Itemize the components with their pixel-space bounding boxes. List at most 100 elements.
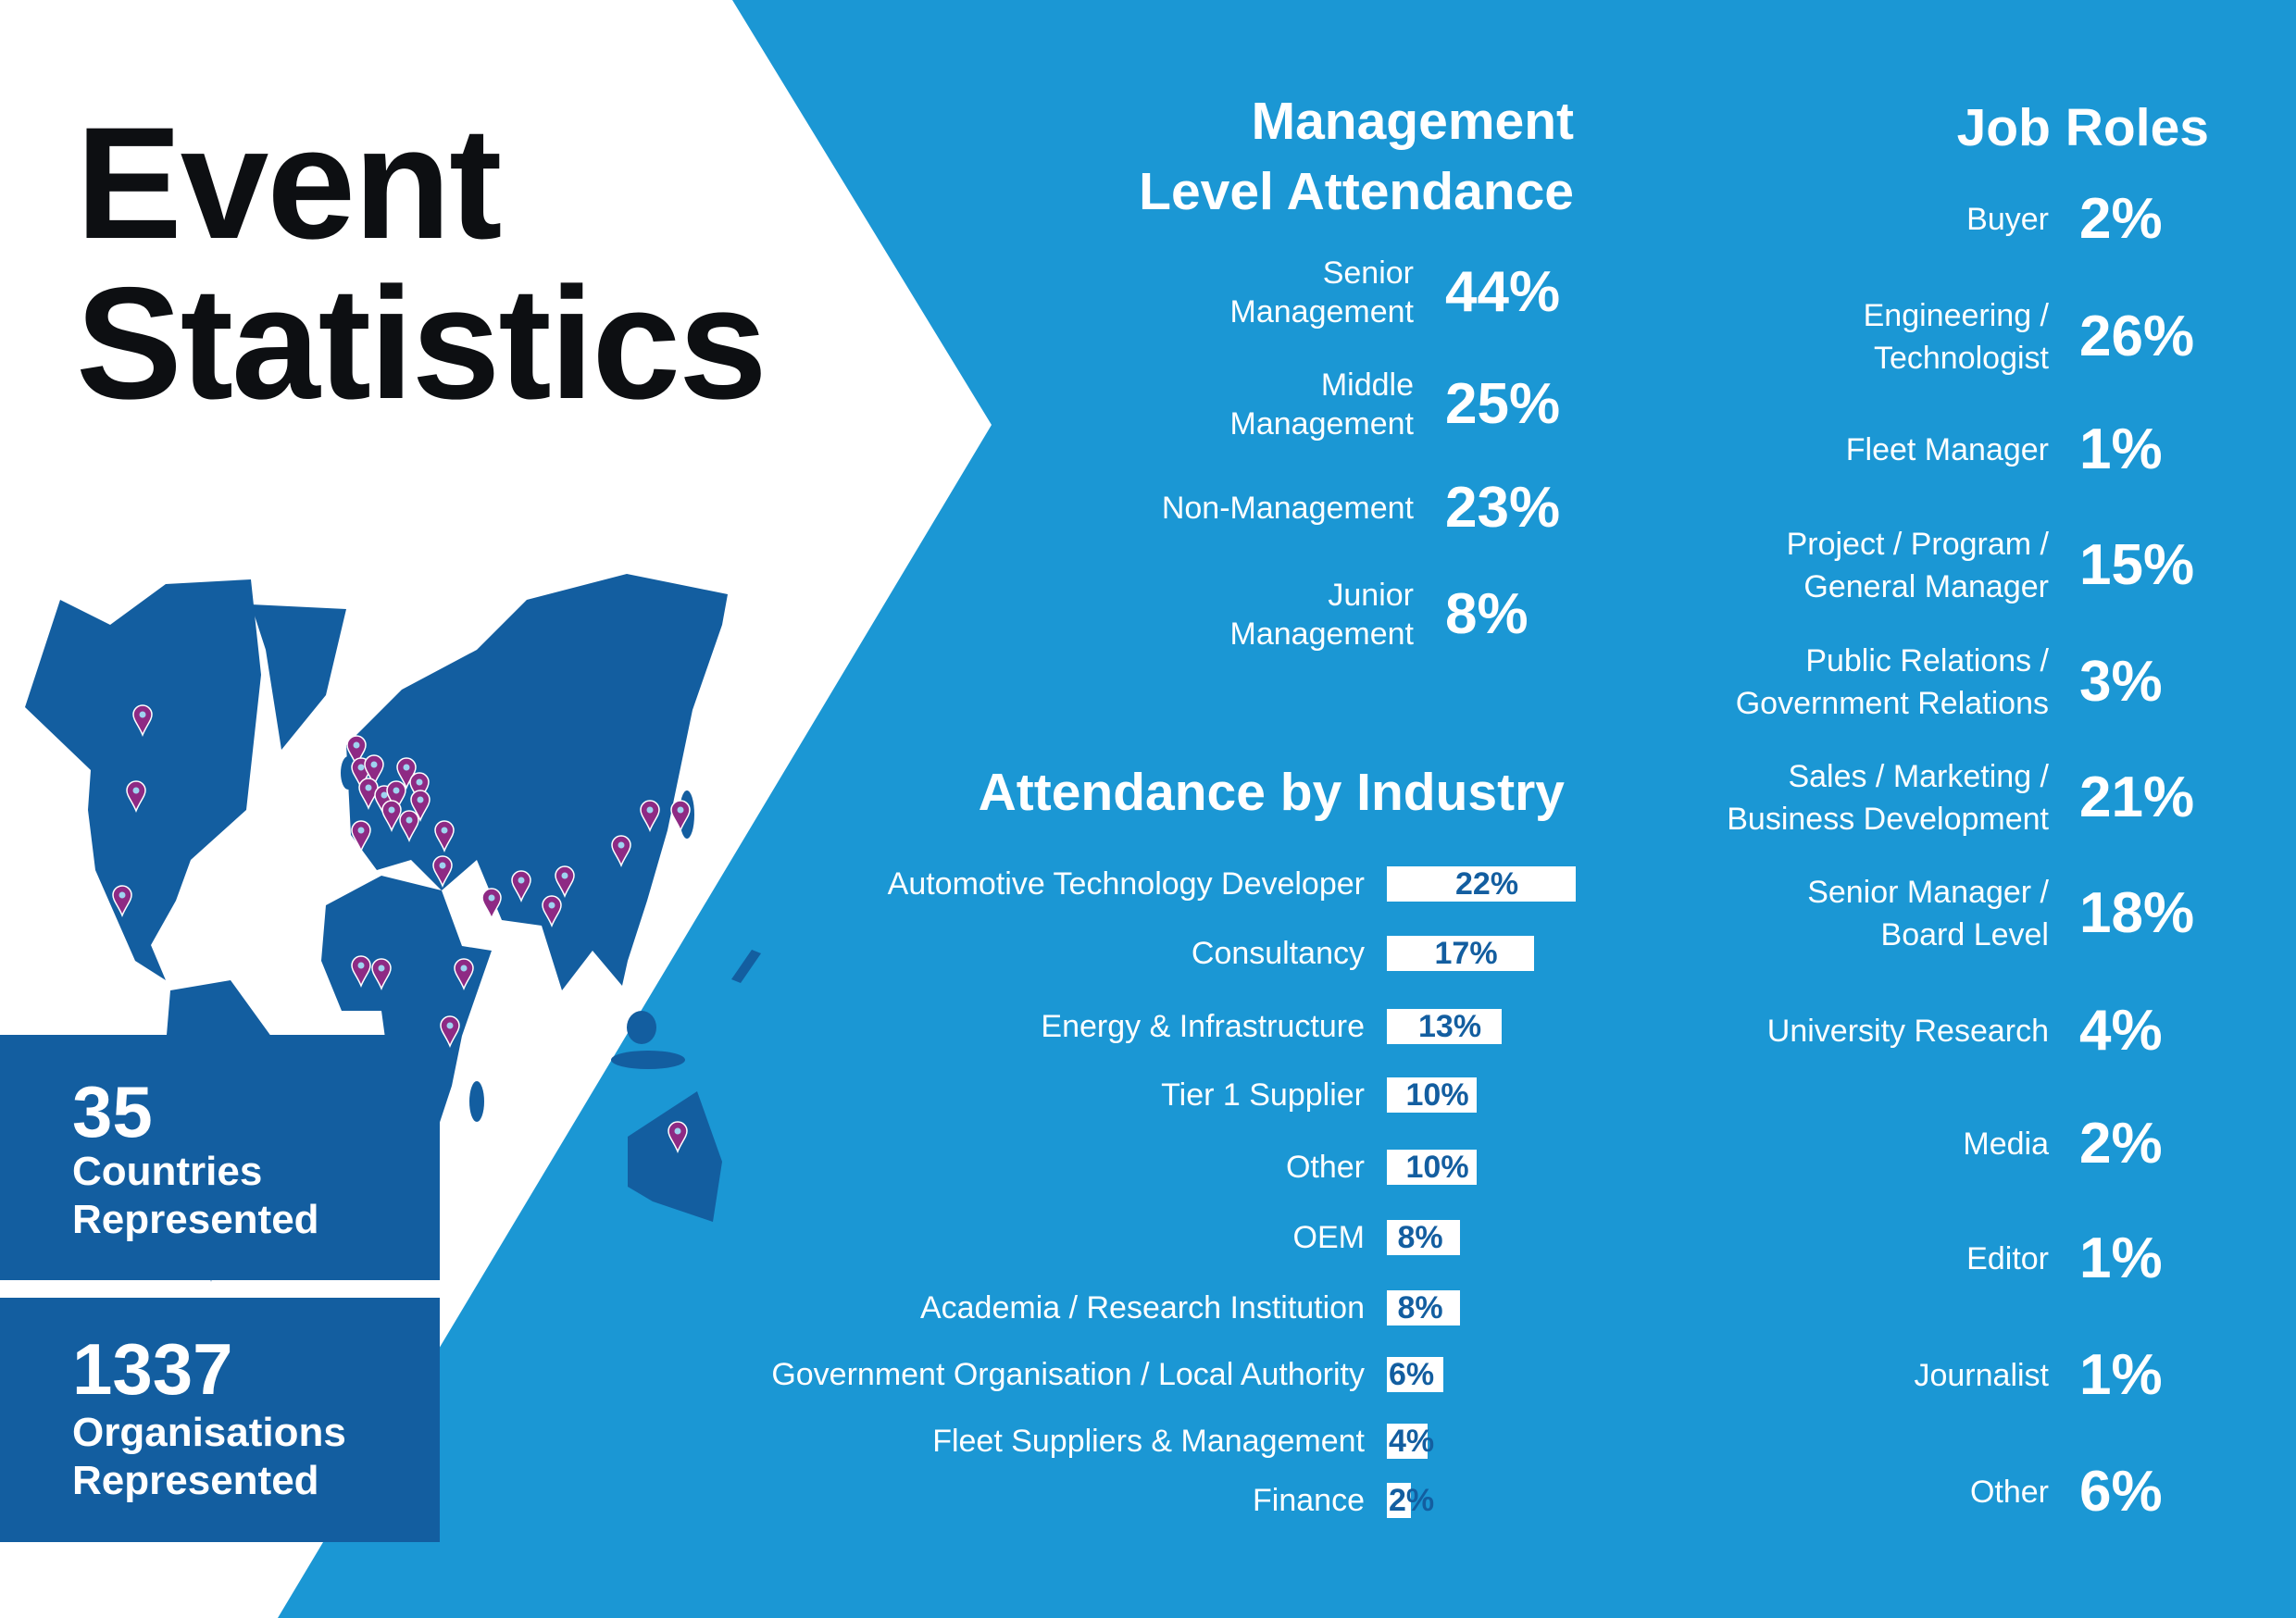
location-pin-icon <box>409 772 430 805</box>
location-pin-dot <box>518 877 525 884</box>
location-pin-icon <box>640 800 660 833</box>
job-role-value: 1% <box>2079 1343 2163 1407</box>
label-line1: Non-Management <box>1161 491 1414 526</box>
label-line1: Senior Manager / <box>1807 875 2049 910</box>
label-line1: Other <box>1969 1475 2049 1510</box>
job-role-label: Senior Manager / Board Level <box>1807 871 2049 956</box>
stat-label-line2: Represented <box>72 1458 319 1503</box>
location-pin-dot <box>388 806 395 814</box>
label-line2: Business Development <box>1727 802 2049 837</box>
industry-data-label: 10% <box>1405 1077 1469 1113</box>
location-pin-icon <box>381 800 402 833</box>
location-pin-icon <box>668 1121 688 1154</box>
location-pin-dot <box>365 784 372 791</box>
job-role-label: Fleet Manager <box>1846 429 2049 471</box>
job-role-value: 26% <box>2079 305 2195 368</box>
location-pin-dot <box>132 787 140 794</box>
location-pin-icon <box>434 820 455 853</box>
map-greenland <box>251 604 346 750</box>
location-pin-icon <box>351 820 371 853</box>
label-line1: Editor <box>1966 1241 2049 1276</box>
industry-label: Automotive Technology Developer <box>887 866 1365 902</box>
label-line2: Management <box>1229 616 1414 652</box>
map-indonesia <box>611 1051 685 1069</box>
industry-data-label: 2% <box>1389 1483 1435 1518</box>
location-pin-dot <box>378 965 385 972</box>
location-pin-icon <box>440 1015 460 1049</box>
industry-bar <box>1387 1290 1460 1326</box>
label-line1: Sales / Marketing / <box>1788 759 2049 794</box>
job-role-label: Editor <box>1966 1238 2049 1280</box>
location-pin-dot <box>357 962 365 969</box>
management-row-value: 8% <box>1445 582 1529 646</box>
stat-label-line1: Organisations <box>72 1410 346 1455</box>
map-new-zealand <box>731 950 761 983</box>
location-pin-icon <box>364 754 384 788</box>
map-australia <box>628 1091 722 1222</box>
job-role-value: 18% <box>2079 881 2195 945</box>
industry-bar <box>1387 1009 1502 1044</box>
industry-data-label: 8% <box>1397 1220 1443 1255</box>
job-role-label: Journalist <box>1914 1354 2049 1397</box>
industry-label: Finance <box>1253 1483 1365 1518</box>
map-madagascar <box>469 1081 484 1122</box>
industry-label: Energy & Infrastructure <box>1041 1009 1365 1044</box>
label-line2: General Manager <box>1803 569 2049 604</box>
industry-bar <box>1387 1424 1428 1459</box>
industry-label: OEM <box>1292 1220 1365 1255</box>
job-role-value: 21% <box>2079 765 2195 829</box>
location-pin-dot <box>357 827 365 834</box>
location-pin-icon <box>611 835 631 868</box>
industry-label: Tier 1 Supplier <box>1161 1077 1365 1113</box>
industry-label: Other <box>1285 1150 1365 1185</box>
management-row-value: 25% <box>1445 372 1561 436</box>
industry-label: Academia / Research Institution <box>919 1290 1365 1326</box>
industry-bar <box>1387 1077 1477 1113</box>
location-pin-dot <box>417 796 424 803</box>
management-row-value: 23% <box>1445 476 1561 540</box>
management-title: Management Level Attendance <box>1139 86 1574 227</box>
industry-label: Fleet Suppliers & Management <box>932 1424 1365 1459</box>
job-role-label: Sales / Marketing / Business Development <box>1727 755 2049 840</box>
label-line2: Management <box>1229 406 1414 442</box>
industry-bar <box>1387 936 1534 971</box>
location-pin-icon <box>670 800 691 833</box>
industry-chart-title: Attendance by Industry <box>978 763 1565 822</box>
label-line1: Fleet Manager <box>1845 432 2049 467</box>
job-role-value: 2% <box>2079 187 2163 251</box>
stat-box-organisations: 1337 Organisations Represented <box>0 1298 440 1542</box>
location-pin-icon <box>386 780 406 814</box>
location-pin-dot <box>357 764 365 771</box>
location-pins <box>112 704 691 1179</box>
location-pin-icon <box>346 735 367 768</box>
label-line1: Media <box>1963 1126 2049 1162</box>
job-role-label: Buyer <box>1966 198 2049 241</box>
location-pin-dot <box>139 711 146 718</box>
map-africa <box>321 876 492 1171</box>
label-line1: Buyer <box>1966 202 2049 237</box>
location-pin-dot <box>441 827 448 834</box>
location-pin-dot <box>416 778 423 786</box>
map-eurasia <box>346 574 728 990</box>
industry-data-label: 13% <box>1418 1009 1482 1044</box>
label-line1: Engineering / <box>1863 298 2049 333</box>
job-role-label: Media <box>1963 1123 2049 1165</box>
job-role-label: Public Relations / Government Relations <box>1736 640 2049 725</box>
location-pin-icon <box>399 810 419 843</box>
industry-bar <box>1387 1483 1411 1518</box>
label-line2: Technologist <box>1873 341 2049 376</box>
label-line1: Middle <box>1320 367 1414 403</box>
location-pin-icon <box>481 888 502 921</box>
industry-label: Consultancy <box>1191 936 1365 971</box>
location-pin-dot <box>119 891 126 899</box>
location-pin-dot <box>646 806 654 814</box>
location-pin-dot <box>618 841 625 849</box>
location-pin-icon <box>132 704 153 738</box>
industry-bar <box>1387 1357 1443 1392</box>
label-line2: Board Level <box>1880 917 2049 952</box>
job-roles-title: Job Roles <box>1956 98 2209 157</box>
job-role-label: Engineering / Technologist <box>1864 294 2049 380</box>
industry-data-label: 10% <box>1405 1150 1469 1185</box>
management-row-value: 44% <box>1445 260 1561 324</box>
